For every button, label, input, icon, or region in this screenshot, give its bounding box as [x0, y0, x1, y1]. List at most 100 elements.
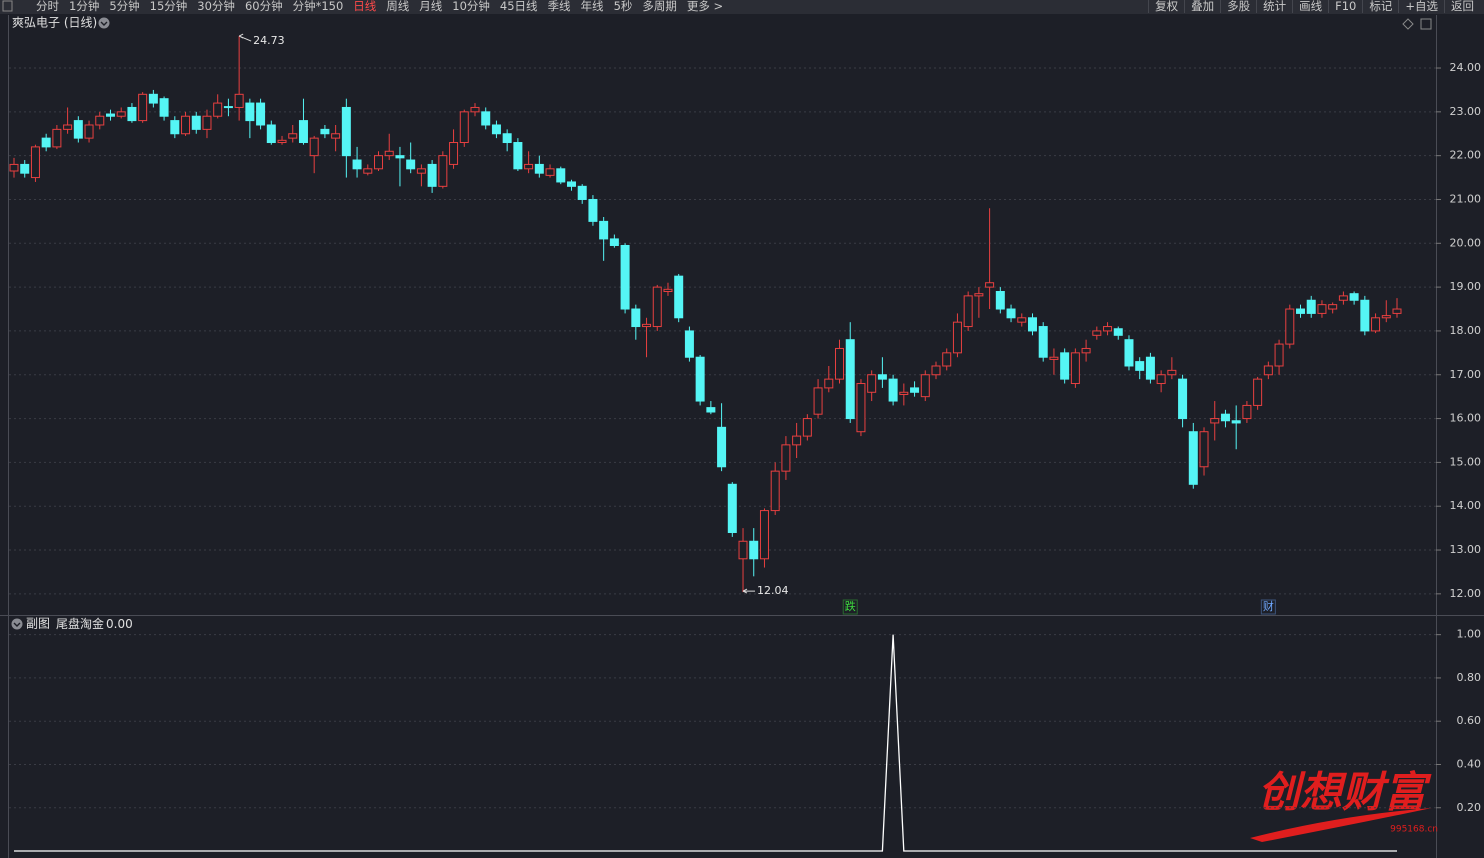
toolbar-item[interactable]: 5秒: [613, 0, 633, 13]
candle-body: [888, 378, 898, 402]
toolbar-item[interactable]: 多周期: [642, 0, 677, 13]
candle-body: [556, 168, 566, 183]
y-tick-label: 1.00: [1457, 628, 1482, 641]
toolbar-item[interactable]: 返回: [1444, 0, 1480, 13]
candle-body: [395, 155, 405, 159]
candle-body: [63, 124, 73, 130]
candle-body: [52, 128, 62, 148]
candle-body: [481, 111, 491, 126]
candle-body: [899, 391, 909, 395]
legend-value: 0.00: [106, 617, 133, 631]
toolbar-item[interactable]: 日线: [353, 0, 377, 13]
candle-body: [138, 93, 148, 122]
candle-body: [277, 139, 287, 144]
candle-body: [1220, 413, 1230, 422]
candle-body: [1038, 326, 1048, 358]
toolbar-item[interactable]: 年线: [580, 0, 604, 13]
candle-body: [1231, 420, 1241, 424]
candle-body: [588, 198, 598, 222]
toolbar-item[interactable]: 画线: [1292, 0, 1328, 13]
watermark: 创想财富: [1258, 768, 1432, 817]
toolbar-item[interactable]: 分钟*150: [292, 0, 344, 13]
candle-body: [717, 426, 727, 468]
icon: [1420, 18, 1432, 30]
background: [0, 15, 1484, 858]
candle-body: [30, 146, 40, 179]
candle-body: [245, 102, 255, 122]
candle-body: [105, 113, 115, 117]
candle-body: [759, 510, 769, 560]
extreme-arrow: [742, 588, 756, 594]
candle-body: [931, 365, 941, 376]
candle-body: [942, 352, 952, 367]
candle-body: [331, 133, 341, 139]
candle-body: [1328, 304, 1338, 310]
y-tick-label: 0.80: [1457, 671, 1482, 684]
candle-body: [363, 168, 373, 174]
candle-body: [1006, 308, 1016, 319]
candle-body: [1017, 317, 1027, 323]
candle-body: [1306, 299, 1316, 314]
y-tick-label: 0.40: [1457, 757, 1482, 770]
candle-body: [191, 115, 201, 130]
candle-body: [1371, 317, 1381, 332]
toolbar-item[interactable]: 统计: [1256, 0, 1292, 13]
toolbar-item[interactable]: 复权: [1148, 0, 1184, 13]
candle-body: [1210, 418, 1220, 424]
candle-body: [20, 163, 30, 174]
candle-body: [438, 155, 448, 187]
candle-body: [738, 540, 748, 560]
toolbar-item[interactable]: 1分钟: [69, 0, 100, 13]
toolbar-item[interactable]: 45日线: [499, 0, 538, 13]
legend: 尾盘淘金0.00: [56, 616, 133, 631]
toolbar-item[interactable]: 15分钟: [149, 0, 188, 13]
candle-body: [867, 374, 877, 393]
candle-body: [1188, 431, 1198, 485]
candle-body: [674, 275, 684, 319]
toolbar-item[interactable]: 更多 >: [686, 0, 724, 13]
candle-body: [524, 163, 534, 170]
candle-body: [534, 163, 544, 174]
y-tick-label: 18.00: [1450, 324, 1482, 337]
candle-body: [995, 290, 1005, 310]
candle-body: [73, 120, 83, 139]
candle-body: [1060, 352, 1070, 380]
toolbar-item[interactable]: 月线: [419, 0, 443, 13]
toolbar-item[interactable]: 5分钟: [109, 0, 140, 13]
candle-body: [127, 106, 137, 122]
extreme-arrow: [238, 33, 252, 42]
candle-body: [877, 374, 887, 380]
candle-body: [502, 133, 512, 144]
candle-body: [684, 330, 694, 358]
candle-body: [1145, 356, 1155, 380]
line-series: [14, 634, 1397, 852]
watermark-url: 995168.cn: [1390, 825, 1438, 835]
toolbar-item[interactable]: 60分钟: [244, 0, 283, 13]
toolbar-item[interactable]: 10分钟: [452, 0, 490, 13]
y-tick-label: 17.00: [1450, 368, 1482, 381]
candle-body: [309, 137, 319, 157]
sub-icon: [11, 618, 23, 630]
toolbar-item[interactable]: 分时: [36, 0, 59, 13]
y-tick-label: 14.00: [1450, 499, 1482, 512]
candle-body: [577, 185, 587, 200]
toolbar-item[interactable]: 标记: [1362, 0, 1398, 13]
candle-body: [910, 387, 920, 393]
candle-body: [599, 220, 609, 240]
toolbar-item[interactable]: 季线: [547, 0, 571, 13]
toolbar-right: 复权 叠加 多股 统计 画线 F10 标记 +自选 返回: [1148, 0, 1480, 13]
candle-body: [545, 168, 555, 176]
toolbar-item[interactable]: 叠加: [1184, 0, 1220, 13]
y-tick-label: 21.00: [1450, 192, 1482, 205]
toolbar-item[interactable]: 周线: [386, 0, 410, 13]
toolbar-item[interactable]: F10: [1328, 0, 1362, 13]
candle-body: [920, 374, 930, 398]
extreme-label: 24.73: [253, 34, 284, 47]
candle-body: [749, 540, 759, 560]
y-tick-label: 24.00: [1450, 61, 1482, 74]
candle-body: [802, 418, 812, 437]
candle-body: [427, 163, 437, 187]
toolbar-item[interactable]: +自选: [1398, 0, 1444, 13]
toolbar-item[interactable]: 多股: [1220, 0, 1256, 13]
toolbar-item[interactable]: 30分钟: [197, 0, 235, 13]
